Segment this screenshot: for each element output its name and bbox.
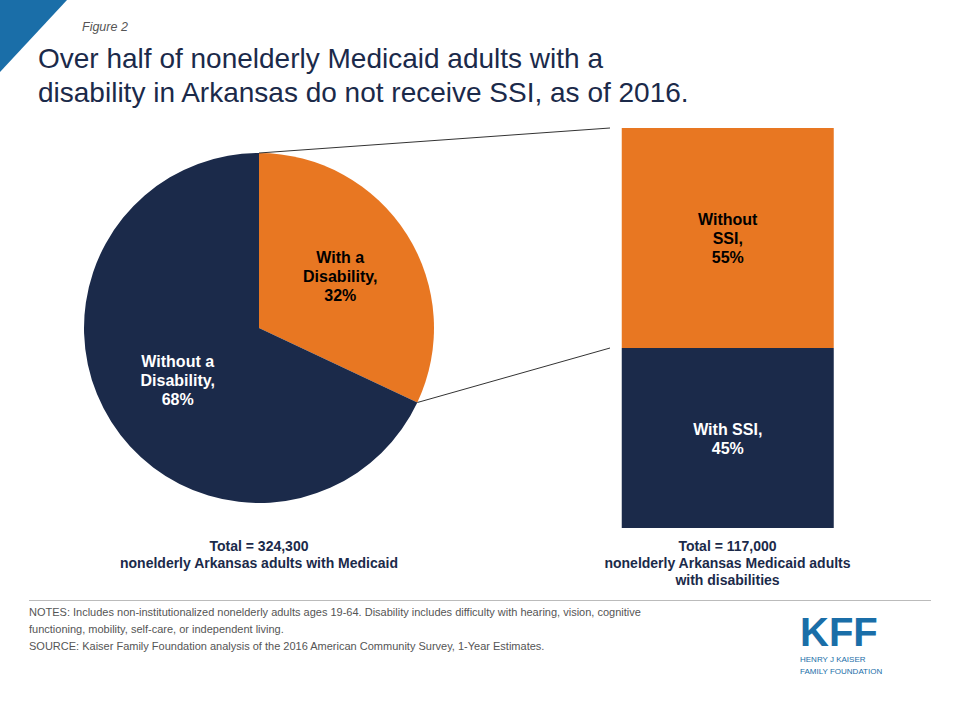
html-text:Total = 117,000 nonelderly Ark: Total = 117,000 nonelderly Arkansas Medi… bbox=[604, 538, 851, 588]
html-text:Total = 324,300 nonelderly Ark: Total = 324,300 nonelderly Arkansas adul… bbox=[120, 538, 398, 571]
html-text:Figure 2: Figure 2 bbox=[82, 20, 128, 34]
svg-text:With SSI,45%: With SSI,45% bbox=[693, 420, 762, 456]
html-text:KFF: KFF bbox=[800, 610, 878, 654]
html-text:SOURCE: Kaiser Family Foundati: SOURCE: Kaiser Family Foundation analysi… bbox=[29, 640, 545, 652]
html-text:NOTES: Includes non-institutio: NOTES: Includes non-institutionalized no… bbox=[29, 606, 641, 618]
html-text:HENRY J KAISER FAMILY FOUNDATI: HENRY J KAISER FAMILY FOUNDATION bbox=[800, 655, 883, 676]
html-text:functioning, mobility, self-ca: functioning, mobility, self-care, or ind… bbox=[29, 623, 284, 635]
svg-text:Without aDisability,68%: Without aDisability,68% bbox=[141, 352, 215, 407]
svg-text:WithoutSSI,55%: WithoutSSI,55% bbox=[698, 211, 758, 266]
html-text:Over half of nonelderly Medica: Over half of nonelderly Medicaid adults … bbox=[38, 43, 689, 108]
svg-text:With aDisability,32%: With aDisability,32% bbox=[303, 249, 377, 304]
